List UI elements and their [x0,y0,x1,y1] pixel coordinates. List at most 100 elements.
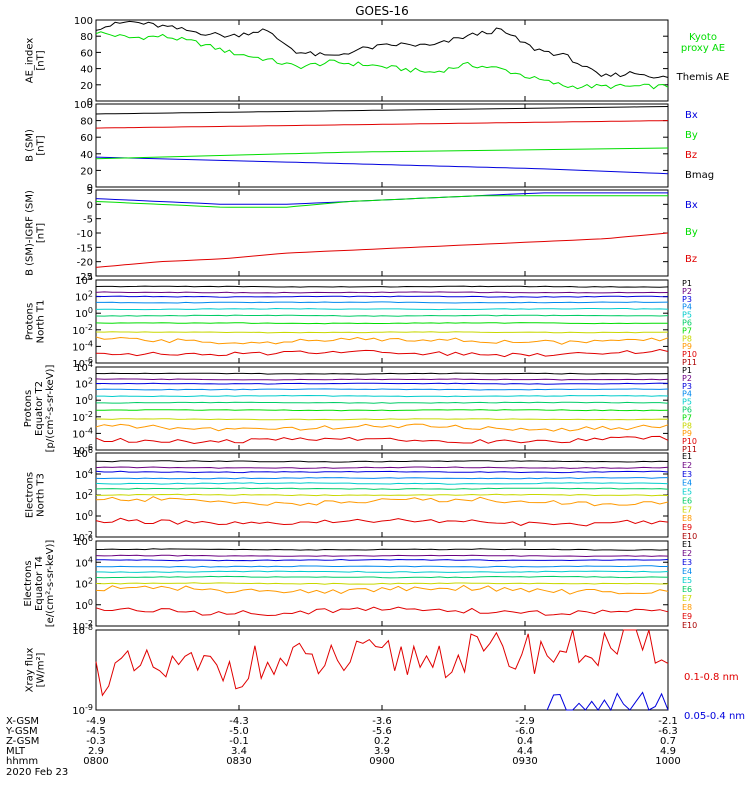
legend-entry: Bmag [685,170,714,181]
y-tick-label: 10-2 [72,619,93,633]
y-axis-label: Xray flux [W/m²] [25,648,47,693]
y-tick-label: 10-6 [72,356,93,370]
y-axis-label-line: B (SM) [25,129,36,162]
y-tick-label: 10-8 [72,623,93,637]
y-tick-label: 10-2 [72,530,93,544]
legend-entry: E6 [682,585,692,594]
y-tick-label: 60 [80,48,93,59]
channel-line [95,418,669,421]
y-tick-label: 106 [75,446,93,460]
footer-value: -2.1 [658,716,678,727]
y-tick-label: 10-2 [72,410,93,424]
footer-value: 1000 [655,756,681,767]
legend-entry: P3 [682,382,692,391]
y-tick-label: 106 [75,534,93,548]
channel-line [95,584,669,595]
legend-entry: P7 [682,413,692,422]
date-label: 2020 Feb 23 [6,767,69,778]
y-tick-label: 10-2 [72,323,93,337]
legend-entry: Bz [685,150,697,161]
y-axis-label-line: [nT] [36,223,47,243]
y-axis-label: Electrons North T3 [25,472,47,518]
channel-line [95,322,668,325]
y-tick-label: 100 [74,16,93,27]
legend-entry: E8 [682,514,692,523]
legend-entry: P6 [682,406,692,415]
y-axis-label-line: Equator T4 [34,556,45,611]
panel-frame [95,19,669,102]
panel-7: 10-2 100 102 104 106 Electrons Equator T4 [e/(c… [23,534,697,633]
y-axis-label-line: AE_index [25,38,36,84]
y-tick-label: 0 [87,200,93,211]
channel-line [95,423,669,432]
y-tick-label: 102 [75,290,93,304]
footer-value: 4.4 [517,746,533,757]
series-line [95,120,669,129]
footer-value: -2.9 [515,716,535,727]
y-axis-label-line: Equator T2 [34,381,45,436]
legend-entry: P5 [682,311,692,320]
legend-entry: By [685,227,698,238]
y-axis-label: Protons Equator T2 [p/(cm²-s-sr-keV)] [23,365,56,453]
y-axis-label-line: B (SM)-IGRF (SM) [25,190,36,276]
y-tick-label: -25 [77,272,93,283]
y-tick-label: 60 [80,133,93,144]
y-axis-label-line: North T3 [36,473,47,517]
footer-value: 0.2 [374,736,390,747]
channel-line [95,291,669,294]
footer-value: 2.9 [88,746,104,757]
legend-entry: By [685,130,698,141]
y-tick-label: 0 [87,97,93,108]
channel-line [96,394,669,398]
legend-entry: P1 [682,279,692,288]
channel-line [95,482,669,485]
y-axis-label-line: Protons [25,303,36,340]
channel-line [95,575,669,579]
footer-value: -0.3 [86,736,106,747]
legend-entry: P7 [682,326,692,335]
channel-line [96,409,669,412]
panel-5: 10-6 10-4 10-2 100 102 104 Protons Equator T2 [p… [23,360,697,457]
channel-line [95,331,669,334]
channel-line [95,570,669,574]
y-tick-label: 10-4 [72,339,93,353]
footer-value: 0.7 [660,736,676,747]
channel-line [95,554,669,558]
y-axis-label: AE_index [nT] [25,38,47,84]
y-tick-label: -20 [77,258,93,269]
legend-entry: P5 [682,398,692,407]
legend-entry: 0.05-0.4 nm [684,711,745,722]
legend-entry: Bz [685,254,697,265]
y-tick-label: 10-4 [72,426,93,440]
y-axis-label-line: [e/(cm²-s-sr-keV)] [45,540,56,628]
footer-value: 4.9 [660,746,676,757]
footer-row-label: X-GSM [6,716,40,727]
y-axis-label: Electrons Equator T4 [e/(cm²-s-sr-keV)] [23,540,56,628]
panel-2: 0 20 40 60 80 100 B (SM) [nT] Bx By Bz Bmag [25,100,715,194]
footer-row-label: MLT [6,746,25,757]
legend-entry: E7 [682,594,692,603]
legend-entry: E2 [682,549,692,558]
legend-entry: E10 [682,532,697,541]
y-tick-label: -5 [83,215,93,226]
footer-row-label: Y-GSM [6,726,38,737]
legend-entry: Themis AE [676,72,730,83]
y-tick-label: 102 [75,377,93,391]
y-axis-label: Protons North T1 [25,300,47,344]
y-axis-label: B (SM) [nT] [25,129,47,162]
legend-entry: P3 [682,295,692,304]
legend-entry: P9 [682,429,692,438]
legend-entry: E3 [682,470,692,479]
y-axis-label-line: [nT] [36,50,47,70]
y-tick-label: 102 [75,488,93,502]
channel-line [95,314,669,317]
y-tick-label: 80 [80,117,93,128]
footer-value: 0930 [512,756,538,767]
y-axis-label-line: [nT] [36,135,47,155]
footer-value: -4.9 [86,716,106,727]
legend-entry: P4 [682,390,692,399]
channel-line [95,372,669,375]
